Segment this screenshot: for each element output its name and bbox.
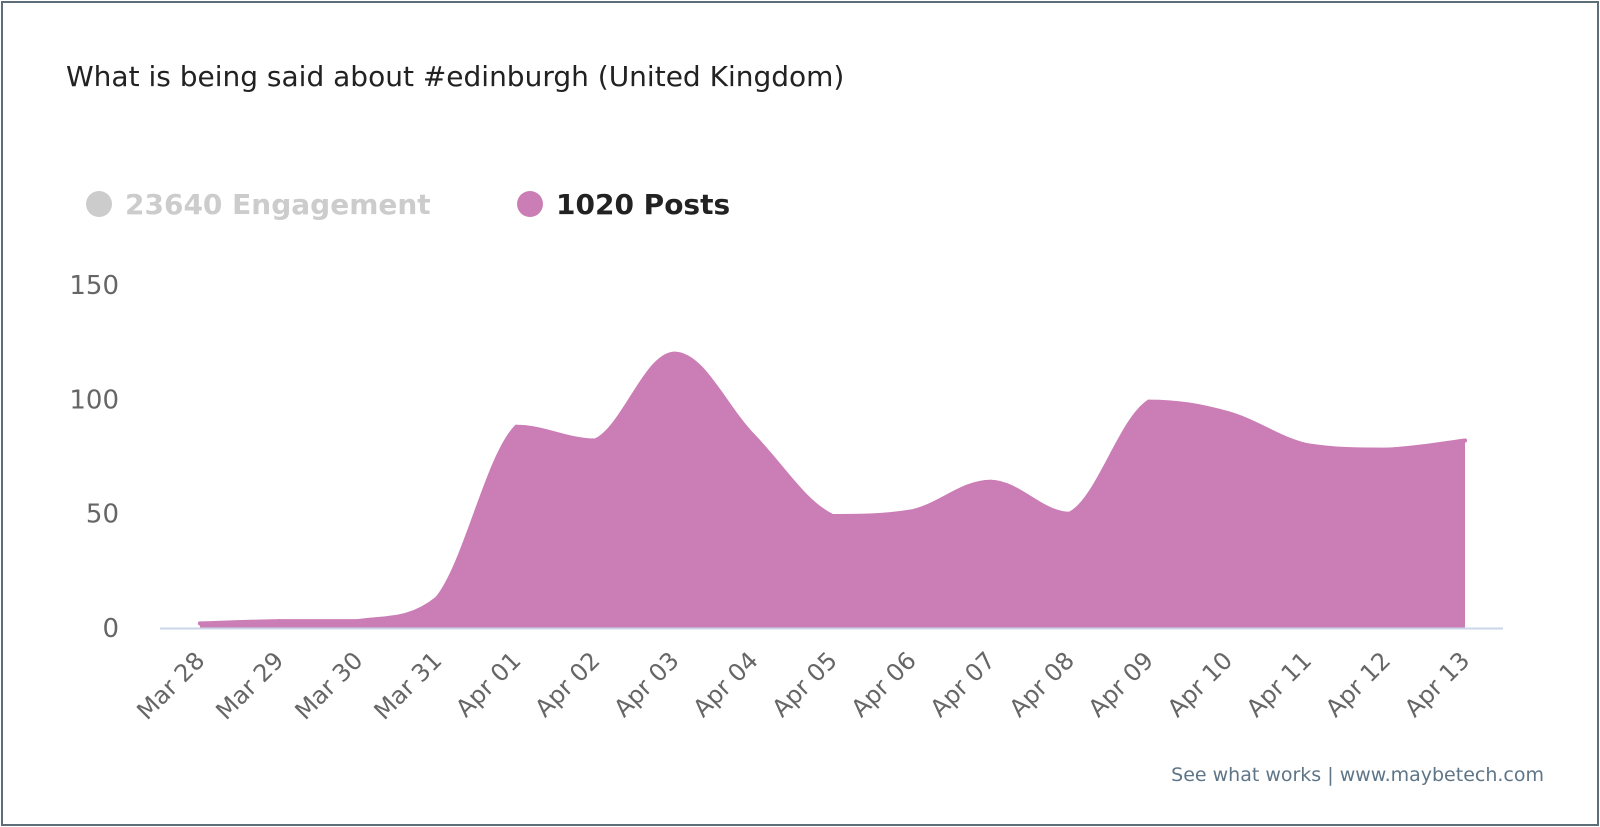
x-tick-label: Apr 05 bbox=[767, 646, 843, 722]
posts-data-point[interactable] bbox=[751, 433, 756, 438]
x-tick-label: Apr 02 bbox=[529, 646, 605, 722]
footer-credit[interactable]: See what works | www.maybetech.com bbox=[1171, 764, 1544, 786]
legend-label-posts: 1020 Posts bbox=[556, 187, 731, 221]
posts-data-point[interactable] bbox=[277, 619, 282, 624]
legend-label-engagement: 23640 Engagement bbox=[125, 187, 431, 221]
legend-dot-posts-icon bbox=[517, 191, 543, 217]
y-tick-label: 50 bbox=[86, 500, 119, 530]
posts-data-point[interactable] bbox=[356, 619, 361, 624]
chart-title: What is being said about #edinburgh (Uni… bbox=[66, 60, 845, 93]
posts-data-point[interactable] bbox=[435, 596, 440, 601]
posts-data-point[interactable] bbox=[1225, 411, 1230, 416]
legend-item-posts[interactable]: 1020 Posts bbox=[517, 186, 730, 222]
y-axis: 0 50 100 150 bbox=[69, 271, 119, 644]
posts-data-point[interactable] bbox=[1146, 399, 1151, 404]
posts-data-point[interactable] bbox=[1383, 447, 1388, 452]
posts-data-point[interactable] bbox=[1463, 438, 1467, 443]
legend-dot-engagement-icon bbox=[86, 191, 112, 217]
posts-data-point[interactable] bbox=[1067, 511, 1072, 516]
posts-data-point[interactable] bbox=[909, 509, 914, 514]
posts-data-point[interactable] bbox=[672, 351, 677, 356]
x-tick-label: Apr 04 bbox=[688, 646, 764, 722]
posts-data-point[interactable] bbox=[514, 424, 519, 429]
posts-area[interactable] bbox=[200, 353, 1465, 628]
x-tick-label: Apr 12 bbox=[1320, 646, 1396, 722]
plot-area bbox=[198, 351, 1467, 628]
x-axis: Mar 28 Mar 29 Mar 30 Mar 31 Apr 01 Apr 02 Apr … bbox=[131, 627, 1503, 725]
x-tick-label: Apr 03 bbox=[608, 646, 684, 722]
x-tick-label: Apr 11 bbox=[1241, 646, 1317, 722]
posts-data-point[interactable] bbox=[1304, 443, 1309, 448]
y-tick-label: 100 bbox=[69, 385, 119, 415]
x-tick-label: Mar 28 bbox=[131, 646, 210, 725]
x-tick-label: Mar 31 bbox=[369, 646, 448, 725]
x-tick-label: Apr 10 bbox=[1162, 646, 1238, 722]
x-tick-label: Apr 06 bbox=[846, 646, 922, 722]
x-tick-label: Apr 01 bbox=[450, 646, 526, 722]
x-tick-label: Apr 08 bbox=[1004, 646, 1080, 722]
x-tick-label: Apr 09 bbox=[1083, 646, 1159, 722]
y-tick-label: 150 bbox=[69, 271, 119, 301]
posts-data-point[interactable] bbox=[198, 621, 202, 626]
x-tick-label: Mar 29 bbox=[210, 646, 289, 725]
y-tick-label: 0 bbox=[102, 614, 119, 644]
legend-item-engagement[interactable]: 23640 Engagement bbox=[86, 186, 431, 222]
x-tick-label: Mar 30 bbox=[290, 646, 369, 725]
x-tick-label: Apr 13 bbox=[1399, 646, 1475, 722]
posts-data-point[interactable] bbox=[988, 479, 993, 484]
x-tick-label: Apr 07 bbox=[925, 646, 1001, 722]
posts-data-point[interactable] bbox=[593, 438, 598, 443]
posts-data-point[interactable] bbox=[830, 514, 835, 518]
